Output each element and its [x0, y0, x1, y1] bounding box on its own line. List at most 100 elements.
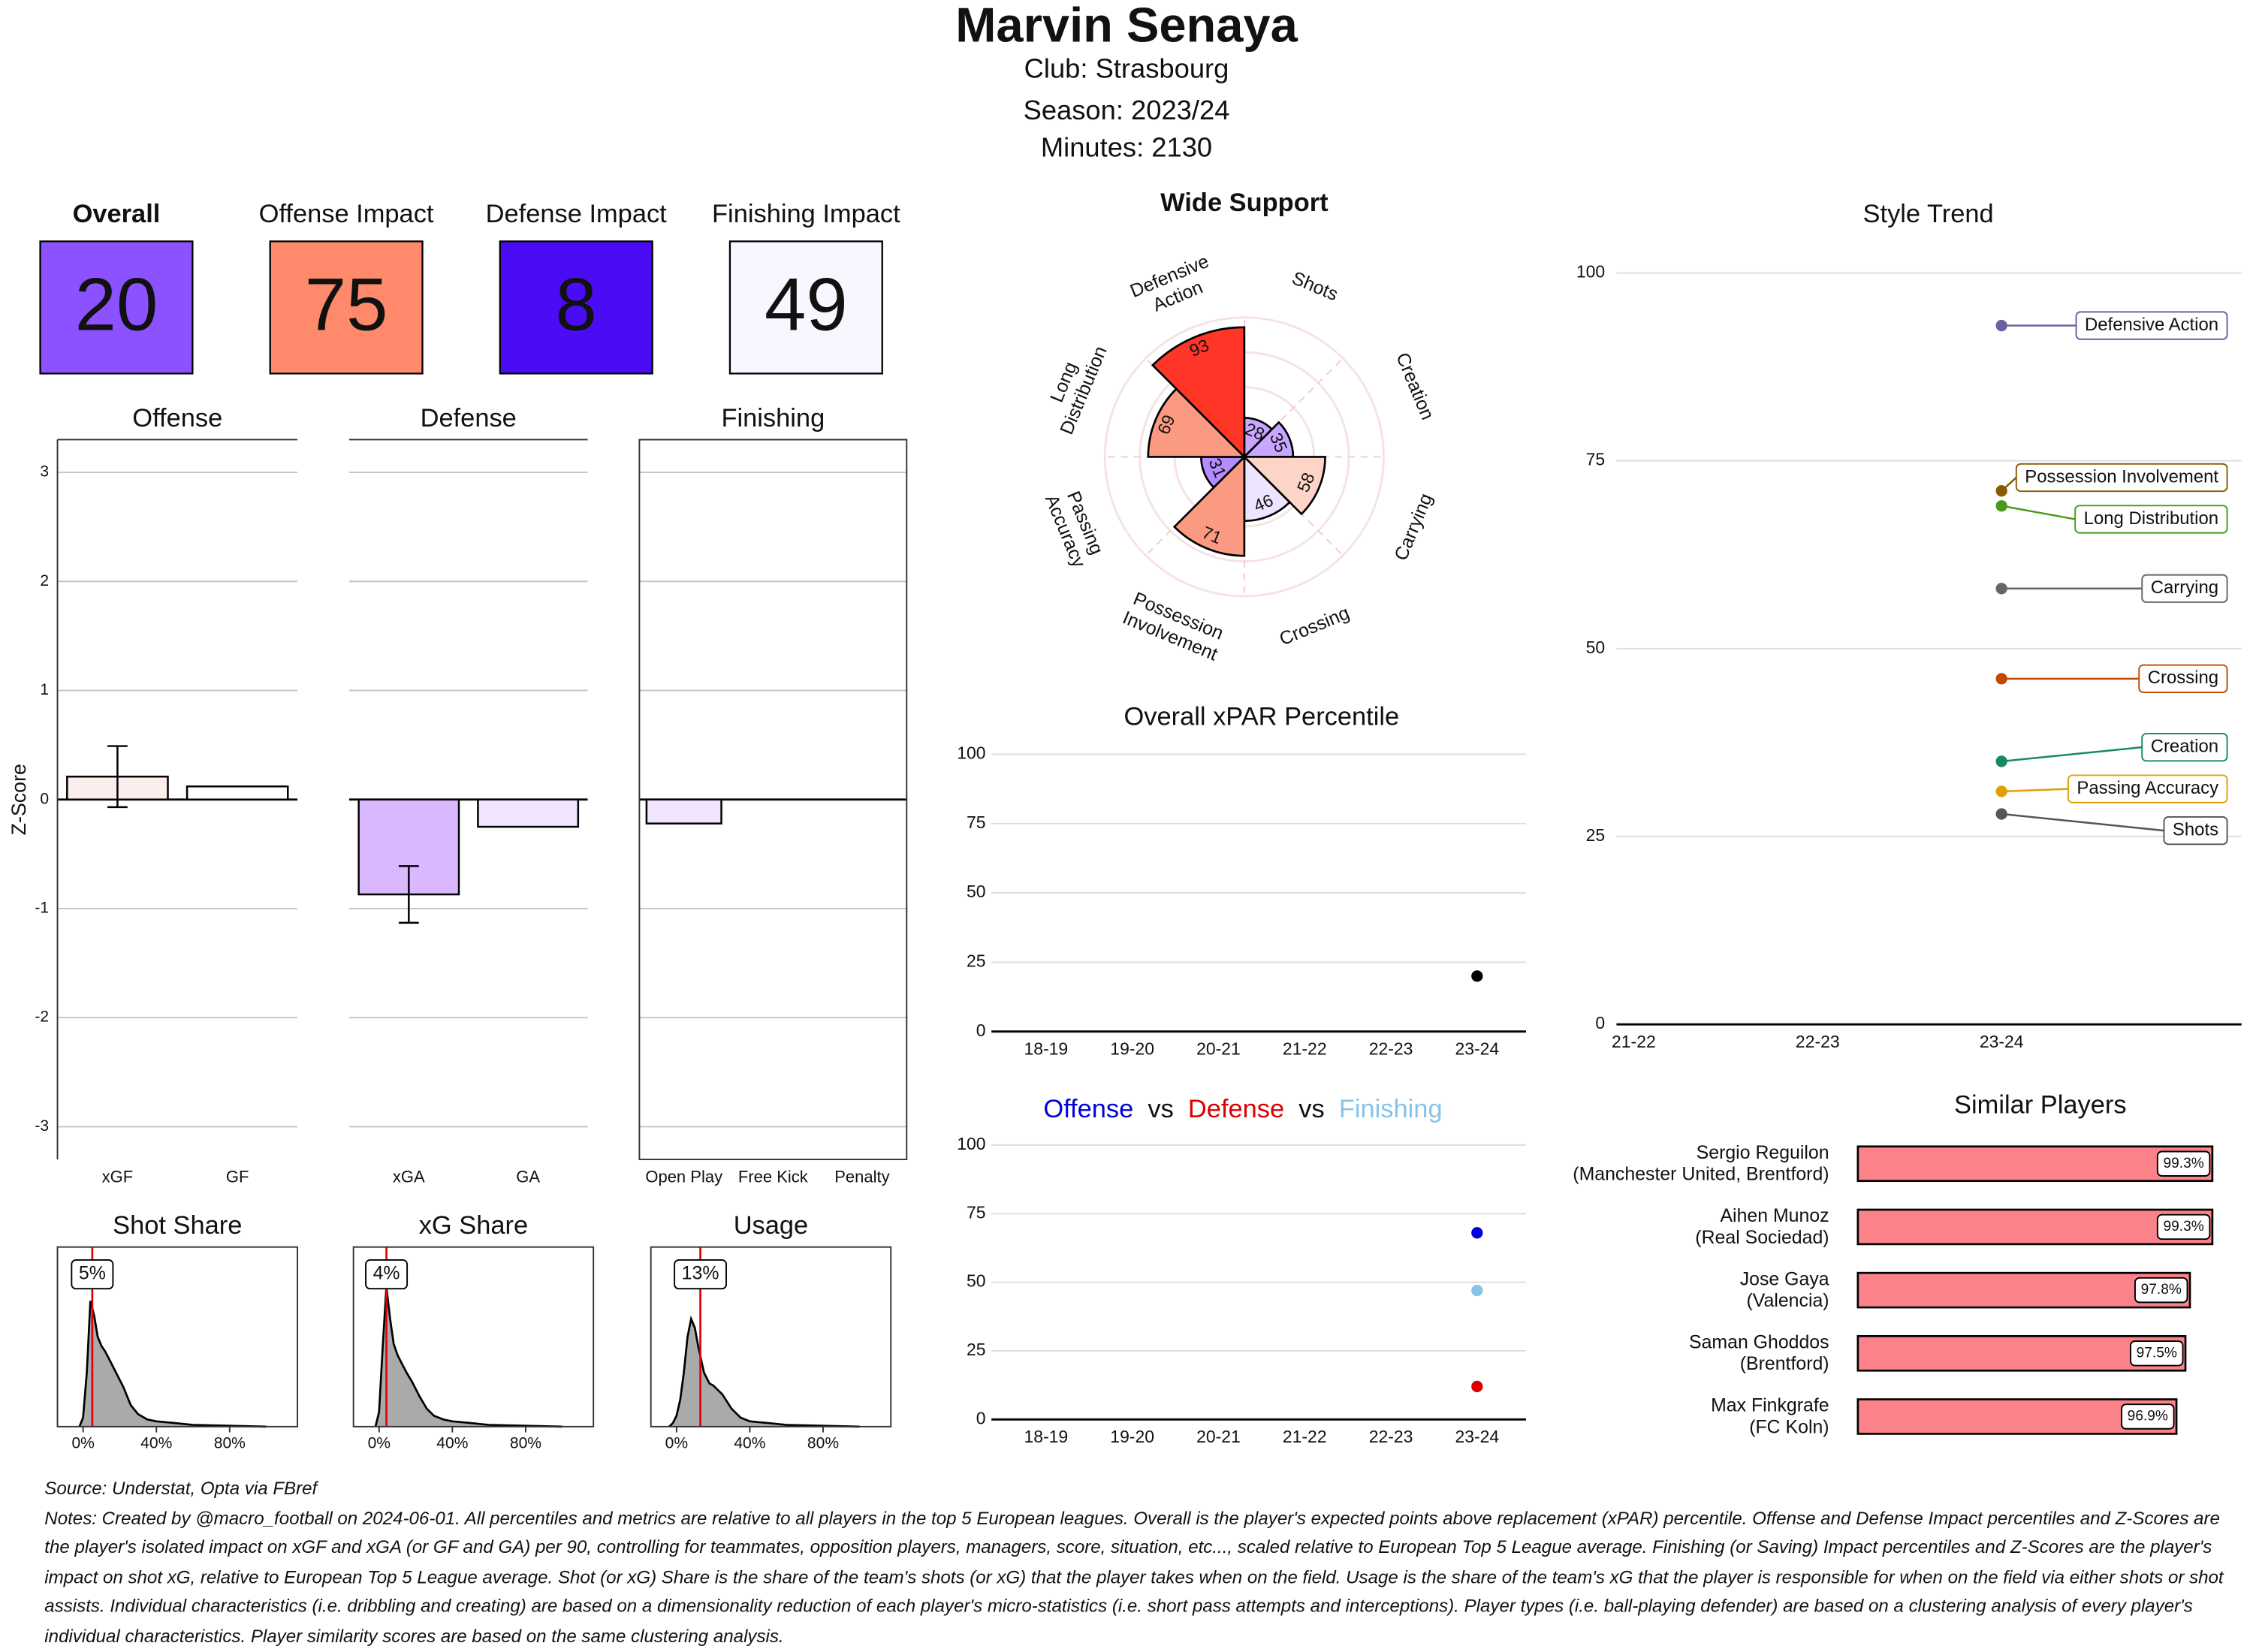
y-tick-label: 100	[957, 1134, 985, 1153]
header-line: Minutes: 2130	[1041, 132, 1212, 163]
point	[1995, 583, 2007, 595]
x-tick-label: 22-23	[1796, 1032, 1840, 1051]
y-tick-label: 75	[967, 812, 986, 832]
bar-name: (Manchester United, Brentford)	[1573, 1164, 1829, 1185]
header-line: Season: 2023/24	[1024, 95, 1230, 125]
y-tick-label: 0	[976, 1408, 986, 1427]
y-tick-label: 25	[967, 1340, 986, 1359]
bar-name: (Real Sociedad)	[1695, 1227, 1829, 1248]
bar-name: Max Finkgrafe	[1711, 1395, 1829, 1416]
tile-value: 20	[75, 264, 158, 347]
point	[1995, 785, 2007, 797]
wedge	[1147, 387, 1247, 458]
label-connector	[2001, 812, 2164, 832]
x-tick-label: 19-20	[1110, 1039, 1154, 1059]
tile-value: 8	[556, 264, 597, 347]
wedge	[1151, 326, 1246, 460]
series-label: Creation	[2151, 736, 2218, 756]
point	[1995, 755, 2007, 767]
chart-title: Similar Players	[1954, 1090, 2127, 1119]
x-tick-label: 18-19	[1024, 1039, 1069, 1059]
tile-box	[499, 240, 653, 375]
y-tick-label: 0	[40, 790, 49, 807]
value-label: 97.8%	[2141, 1282, 2182, 1298]
point	[1471, 1380, 1483, 1393]
tile-box	[269, 240, 424, 375]
bar-name: (Valencia)	[1747, 1290, 1829, 1311]
point	[1471, 1227, 1483, 1239]
spoke	[1244, 355, 1346, 458]
density-fill	[79, 1301, 267, 1427]
y-tick-label: 50	[1586, 638, 1606, 657]
x-tick-label: 40%	[436, 1434, 468, 1452]
notes: Notes: Created by @macro_football on 202…	[44, 1508, 2224, 1647]
axis-label: Crossing	[1276, 602, 1352, 650]
header-line: Club: Strasbourg	[1024, 53, 1229, 83]
label-connector	[2001, 788, 2068, 793]
panel-title: Shot Share	[113, 1211, 242, 1240]
x-tick-label: 21-22	[1612, 1032, 1656, 1051]
value-label-box	[2134, 1277, 2188, 1304]
marker-label: 5%	[79, 1263, 106, 1284]
x-tick-label: 23-24	[1455, 1427, 1500, 1446]
footer: Source: Understat, Opta via FBref Notes:…	[44, 1474, 2236, 1651]
x-tick-label: 20-21	[1196, 1427, 1241, 1446]
y-tick-label: -3	[35, 1117, 49, 1135]
bar	[477, 798, 580, 828]
tile-label: Defense Impact	[486, 200, 668, 228]
series-label: Carrying	[2151, 577, 2218, 598]
bar	[1856, 1208, 2214, 1246]
axis-label: LongDistribution	[1036, 335, 1111, 438]
series-label: Possession Involvement	[2025, 466, 2218, 487]
panel-frame	[650, 1246, 892, 1427]
x-tick-label: GF	[226, 1168, 249, 1186]
value-label-box	[2156, 1150, 2211, 1177]
x-tick-label: 40%	[140, 1434, 172, 1452]
point	[1995, 673, 2007, 685]
marker-label-box	[674, 1259, 727, 1290]
series-label: Passing Accuracy	[2077, 778, 2218, 798]
bar-name: Jose Gaya	[1740, 1268, 1829, 1289]
series-label: Long Distribution	[2084, 508, 2218, 529]
bar-name: Aihen Munoz	[1720, 1205, 1829, 1226]
x-tick-label: GA	[516, 1168, 540, 1186]
x-tick-label: 80%	[807, 1434, 839, 1452]
marker-label-box	[71, 1259, 114, 1290]
x-tick-label: 80%	[214, 1434, 246, 1452]
y-tick-label: 0	[976, 1020, 986, 1040]
axis-label-line: Shots	[1289, 267, 1341, 305]
y-tick-label: -1	[35, 900, 49, 917]
label-connector	[2001, 505, 2076, 520]
chart-title: Overall xPAR Percentile	[1124, 703, 1400, 731]
axis-label: Carrying	[1390, 490, 1437, 564]
label-connector	[2001, 746, 2143, 763]
tile-box	[728, 240, 883, 375]
title-separator: vs	[1148, 1095, 1173, 1123]
y-tick-label: 75	[1586, 450, 1606, 469]
x-tick-label: 80%	[510, 1434, 541, 1452]
x-tick-label: 0%	[368, 1434, 391, 1452]
bar-name: (FC Koln)	[1749, 1416, 1829, 1437]
point	[1995, 500, 2007, 512]
x-tick-label: xGF	[102, 1168, 134, 1186]
series-label: Crossing	[2148, 668, 2218, 688]
series-label: Shots	[2173, 819, 2218, 840]
y-tick-label: 3	[40, 463, 49, 481]
x-tick-label: 0%	[71, 1434, 94, 1452]
chart-title: Offense vs Defense vs Finishing	[1043, 1095, 1442, 1123]
y-tick-label: 50	[967, 882, 986, 901]
axis-label: PossessionInvolvement	[1120, 587, 1229, 665]
x-tick-label: 40%	[734, 1434, 765, 1452]
marker-label-box	[365, 1259, 409, 1290]
density-line	[668, 1315, 860, 1428]
y-axis-title: Z-Score	[8, 764, 30, 835]
bar-name: Saman Ghoddos	[1689, 1331, 1829, 1352]
x-tick-label: 20-21	[1196, 1039, 1241, 1059]
facet-frame	[638, 439, 908, 1160]
axis-label: Shots	[1289, 267, 1341, 305]
value-label-box	[2130, 1340, 2184, 1367]
y-tick-label: 25	[1586, 825, 1606, 845]
density-fill	[669, 1319, 860, 1427]
